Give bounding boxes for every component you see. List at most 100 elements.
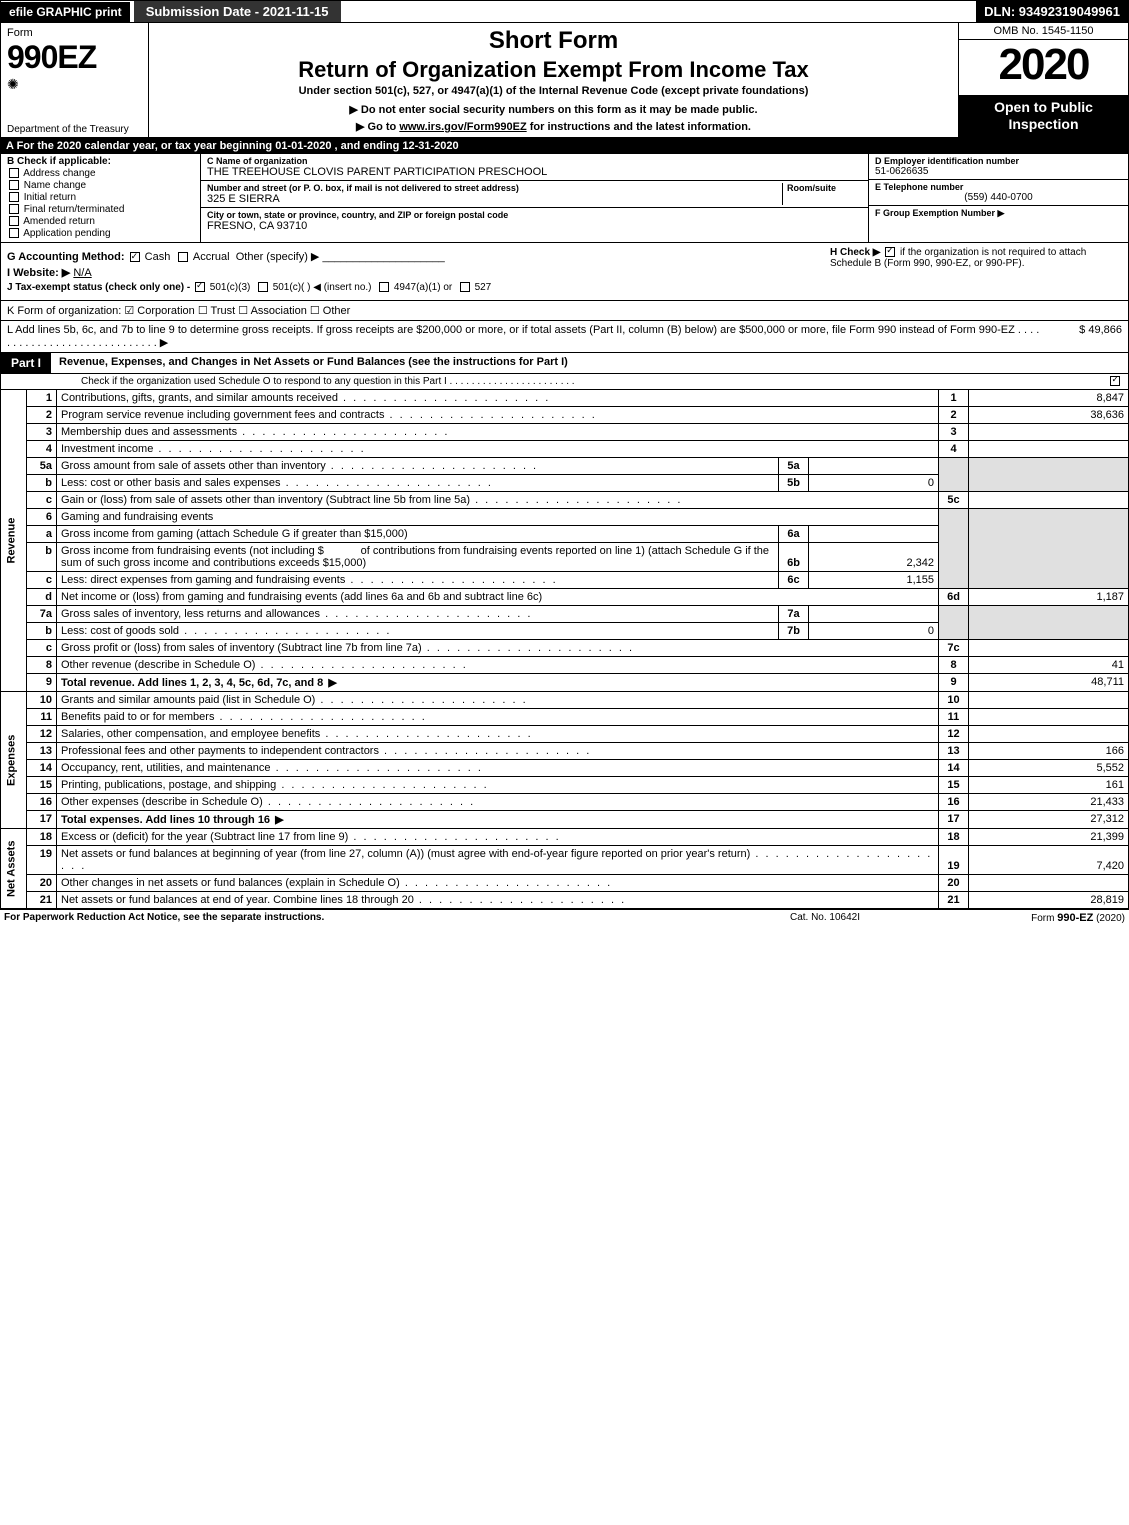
irs-link[interactable]: www.irs.gov/Form990EZ — [399, 121, 526, 133]
grey-cell — [969, 572, 1129, 589]
part1-tab: Part I — [1, 353, 51, 373]
row-num: 6 — [27, 509, 57, 526]
grey-cell — [939, 606, 969, 623]
note2-post: for instructions and the latest informat… — [527, 121, 751, 133]
row-desc: Occupancy, rent, utilities, and maintena… — [57, 760, 939, 777]
check-label-text: Amended return — [23, 216, 95, 227]
checkbox-4947-icon[interactable] — [379, 282, 389, 292]
row-desc: Benefits paid to or for members — [57, 709, 939, 726]
row-num: c — [27, 572, 57, 589]
check-application-pending[interactable]: Application pending — [7, 228, 194, 239]
row-desc: Gross income from fundraising events (no… — [57, 543, 779, 572]
line-l: L Add lines 5b, 6c, and 7b to line 9 to … — [0, 321, 1129, 353]
checkbox-accrual-icon[interactable] — [178, 252, 188, 262]
table-row: c Less: direct expenses from gaming and … — [1, 572, 1129, 589]
table-row: b Less: cost of goods sold 7b 0 — [1, 623, 1129, 640]
row-in-num: 7b — [779, 623, 809, 640]
checkbox-527-icon[interactable] — [460, 282, 470, 292]
city-value: FRESNO, CA 93710 — [207, 220, 862, 232]
phone-row: E Telephone number (559) 440-0700 — [869, 180, 1128, 206]
row-in-num: 6c — [779, 572, 809, 589]
checkbox-cash-icon[interactable] — [130, 252, 140, 262]
check-label-text: Application pending — [23, 228, 110, 239]
row-num: 1 — [27, 390, 57, 407]
check-final-return[interactable]: Final return/terminated — [7, 204, 194, 215]
line-g: G Accounting Method: Cash Accrual Other … — [7, 250, 822, 263]
table-row: c Gross profit or (loss) from sales of i… — [1, 640, 1129, 657]
row-num: 9 — [27, 674, 57, 692]
part1-subtitle: Check if the organization used Schedule … — [0, 374, 1129, 390]
netassets-side-label: Net Assets — [1, 829, 27, 909]
row-out-val: 8,847 — [969, 390, 1129, 407]
irs-logo-icon: ✺ — [7, 76, 142, 93]
l-text: L Add lines 5b, 6c, and 7b to line 9 to … — [7, 324, 1042, 349]
row-out-num: 20 — [939, 875, 969, 892]
row-out-num: 8 — [939, 657, 969, 674]
header-right: OMB No. 1545-1150 2020 Open to Public In… — [958, 23, 1128, 137]
row-in-val: 0 — [809, 623, 939, 640]
meta-left: G Accounting Method: Cash Accrual Other … — [7, 247, 822, 296]
row-num: 3 — [27, 424, 57, 441]
row-desc: Other changes in net assets or fund bala… — [57, 875, 939, 892]
row-desc: Gain or (loss) from sale of assets other… — [57, 492, 939, 509]
row-out-val — [969, 424, 1129, 441]
row-desc: Membership dues and assessments — [57, 424, 939, 441]
row-out-val — [969, 441, 1129, 458]
checkbox-501c-icon[interactable] — [258, 282, 268, 292]
row-out-num: 19 — [939, 846, 969, 875]
header-left: Form 990EZ ✺ Department of the Treasury — [1, 23, 149, 137]
row-out-num: 5c — [939, 492, 969, 509]
row-out-num: 18 — [939, 829, 969, 846]
row-num: 7a — [27, 606, 57, 623]
row-out-num: 14 — [939, 760, 969, 777]
section-b-checks: B Check if applicable: Address change Na… — [1, 154, 201, 242]
row-out-val: 1,187 — [969, 589, 1129, 606]
table-row: 17 Total expenses. Add lines 10 through … — [1, 811, 1129, 829]
row-desc: Total expenses. Add lines 10 through 16 — [57, 811, 939, 829]
row-out-val: 166 — [969, 743, 1129, 760]
checkbox-501c3-icon[interactable] — [195, 282, 205, 292]
row-out-val — [969, 726, 1129, 743]
j-527: 527 — [475, 282, 492, 293]
check-name-change[interactable]: Name change — [7, 180, 194, 191]
instructions-link-line: ▶ Go to www.irs.gov/Form990EZ for instru… — [157, 120, 950, 133]
check-amended-return[interactable]: Amended return — [7, 216, 194, 227]
checkbox-icon — [9, 168, 19, 178]
website-value: N/A — [73, 267, 91, 279]
row-in-num: 5b — [779, 475, 809, 492]
main-title: Return of Organization Exempt From Incom… — [157, 57, 950, 83]
row-out-val: 28,819 — [969, 892, 1129, 909]
subtitle: Under section 501(c), 527, or 4947(a)(1)… — [157, 85, 950, 97]
row-desc: Printing, publications, postage, and shi… — [57, 777, 939, 794]
grey-cell — [939, 572, 969, 589]
b-label: B Check if applicable: — [7, 156, 111, 167]
row-num: 21 — [27, 892, 57, 909]
header-center: Short Form Return of Organization Exempt… — [149, 23, 958, 137]
row-num: 19 — [27, 846, 57, 875]
table-row: 19 Net assets or fund balances at beginn… — [1, 846, 1129, 875]
part1-sub-check[interactable] — [1102, 376, 1122, 387]
row-out-num: 15 — [939, 777, 969, 794]
row-in-val: 1,155 — [809, 572, 939, 589]
row-num: 15 — [27, 777, 57, 794]
row-out-val — [969, 709, 1129, 726]
row-out-val: 21,433 — [969, 794, 1129, 811]
room-label: Room/suite — [787, 183, 862, 193]
checkbox-h-icon[interactable] — [885, 247, 895, 257]
table-row: 2 Program service revenue including gove… — [1, 407, 1129, 424]
table-row: 9 Total revenue. Add lines 1, 2, 3, 4, 5… — [1, 674, 1129, 692]
group-exemption-row: F Group Exemption Number ▶ — [869, 206, 1128, 242]
check-initial-return[interactable]: Initial return — [7, 192, 194, 203]
footer-right-post: (2020) — [1093, 913, 1125, 924]
table-row: d Net income or (loss) from gaming and f… — [1, 589, 1129, 606]
table-row: 11 Benefits paid to or for members 11 — [1, 709, 1129, 726]
c-label: C Name of organization — [207, 156, 862, 166]
checkbox-icon — [9, 204, 19, 214]
e-label: E Telephone number — [875, 182, 1122, 192]
row-out-num: 12 — [939, 726, 969, 743]
check-address-change[interactable]: Address change — [7, 168, 194, 179]
row-out-num: 3 — [939, 424, 969, 441]
efile-print-button[interactable]: efile GRAPHIC print — [1, 2, 130, 22]
checkbox-icon — [9, 216, 19, 226]
row-desc-pre: Gross income from fundraising events (no… — [61, 545, 324, 557]
